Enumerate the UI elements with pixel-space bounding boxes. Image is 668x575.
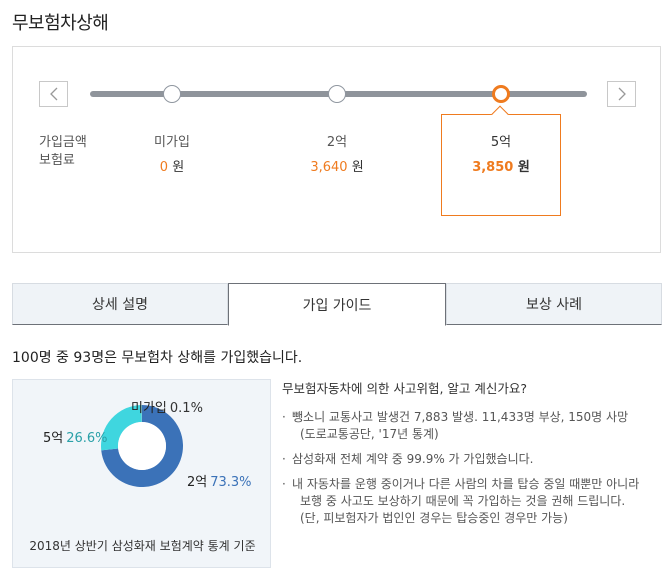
chart-label-none: 미가입 0.1%: [131, 401, 203, 416]
tab-bar: 상세 설명 가입 가이드 보상 사례: [12, 283, 662, 326]
tab-details[interactable]: 상세 설명: [12, 283, 228, 325]
option-price: 0 원: [159, 160, 185, 175]
donut-hole: [118, 422, 166, 470]
enrollment-chart: 미가입 0.1% 5억 26.6% 2억 73.3% 2018년 상반기 삼성화재 보…: [12, 379, 271, 568]
info-title: 무보험자동차에 의한 사고위험, 알고 계신가요?: [282, 381, 528, 396]
option-name: 2억: [326, 135, 348, 150]
guide-headline: 100명 중 93명은 무보험차 상해를 가입했습니다.: [12, 350, 303, 366]
donut-slice-2억: [101, 405, 183, 487]
option-price: 3,850 원: [472, 160, 530, 175]
row-label-premium: 보험료: [39, 153, 75, 168]
slider-stop-500m-selected[interactable]: [492, 85, 510, 103]
chart-label-200m: 2억 73.3%: [187, 475, 252, 490]
option-price: 3,640 원: [310, 160, 364, 175]
coverage-option-200m[interactable]: 2억 3,640 원: [278, 131, 396, 175]
next-button[interactable]: [607, 81, 636, 107]
info-item: 삼성화재 전체 계약 중 99.9% 가 가입했습니다.: [282, 451, 652, 468]
coverage-option-none[interactable]: 미가입 0 원: [113, 131, 231, 175]
selection-pointer: [491, 105, 509, 123]
option-name: 미가입: [154, 135, 190, 150]
donut-chart: [100, 405, 183, 487]
info-item: 내 자동차를 운행 중이거나 다른 사람의 차를 탑승 중일 때뿐만 아니라 보…: [282, 476, 652, 527]
row-label-amount: 가입금액: [39, 135, 87, 150]
slider-stop-200m[interactable]: [328, 85, 346, 103]
option-name: 5억: [490, 135, 512, 150]
page-title: 무보험차상해: [12, 13, 109, 34]
risk-info: 무보험자동차에 의한 사고위험, 알고 계신가요? 뺑소니 교통사고 발생건 7…: [282, 378, 652, 535]
tab-claims[interactable]: 보상 사례: [446, 283, 662, 325]
coverage-selector: 가입금액 보험료 미가입 0 원 2억 3,640 원 5억 3,850 원: [12, 46, 661, 253]
info-item: 뺑소니 교통사고 발생건 7,883 발생. 11,433명 부상, 150명 …: [282, 409, 652, 443]
slider-stop-none[interactable]: [163, 85, 181, 103]
chart-label-500m: 5억 26.6%: [43, 431, 108, 446]
chevron-right-icon: [618, 87, 626, 101]
chevron-left-icon: [49, 87, 57, 101]
chart-caption: 2018년 상반기 삼성화재 보험계약 통계 기준: [29, 539, 256, 553]
tab-guide[interactable]: 가입 가이드: [228, 283, 446, 326]
prev-button[interactable]: [39, 81, 68, 107]
coverage-option-500m-selected[interactable]: 5억 3,850 원: [441, 105, 561, 216]
donut-slice-5억: [100, 405, 142, 451]
